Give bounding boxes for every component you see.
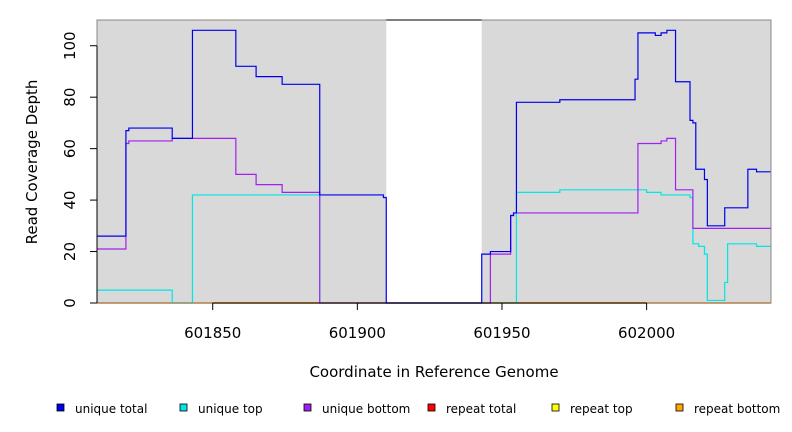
y-tick-label: 80 xyxy=(61,88,79,107)
legend-label: unique top xyxy=(198,402,263,416)
y-tick-label: 40 xyxy=(61,191,79,210)
legend-item-repeat-total: repeat total xyxy=(427,402,516,416)
legend-item-unique-total: unique total xyxy=(56,402,147,416)
plot-area xyxy=(97,20,771,304)
legend-label: repeat total xyxy=(446,402,516,416)
axes: 601850 601900 601950 602000 0 20 40 60 80 100 xyxy=(61,19,772,342)
y-axis-title: Read Coverage Depth xyxy=(23,80,41,245)
legend-swatch xyxy=(551,403,560,412)
legend-item-repeat-bottom: repeat bottom xyxy=(675,402,780,416)
legend-item-unique-top: unique top xyxy=(179,402,263,416)
legend-label: repeat top xyxy=(570,402,633,416)
series-line-unique-total xyxy=(97,29,771,304)
legend-item-repeat-top: repeat top xyxy=(551,402,633,416)
y-tick-label: 0 xyxy=(61,298,79,308)
legend: unique total unique top unique bottom repea… xyxy=(56,402,780,416)
legend-label: unique bottom xyxy=(322,402,410,416)
x-axis-title: Coordinate in Reference Genome xyxy=(309,363,558,381)
x-tick-label: 601850 xyxy=(184,324,241,342)
x-tick-label: 601900 xyxy=(329,324,386,342)
legend-label: unique total xyxy=(75,402,147,416)
y-tick-label: 100 xyxy=(61,31,79,60)
legend-swatch xyxy=(179,403,188,412)
shaded-region-2 xyxy=(481,20,771,303)
legend-swatch xyxy=(675,403,684,412)
legend-swatch xyxy=(303,403,312,412)
x-tick-label: 602000 xyxy=(618,324,675,342)
shaded-region-1 xyxy=(97,20,387,303)
x-tick-label: 601950 xyxy=(473,324,530,342)
legend-swatch xyxy=(56,403,65,412)
legend-label: repeat bottom xyxy=(694,402,780,416)
y-tick-label: 20 xyxy=(61,242,79,261)
legend-item-unique-bottom: unique bottom xyxy=(303,402,410,416)
legend-swatch xyxy=(427,403,436,412)
y-tick-label: 60 xyxy=(61,139,79,158)
